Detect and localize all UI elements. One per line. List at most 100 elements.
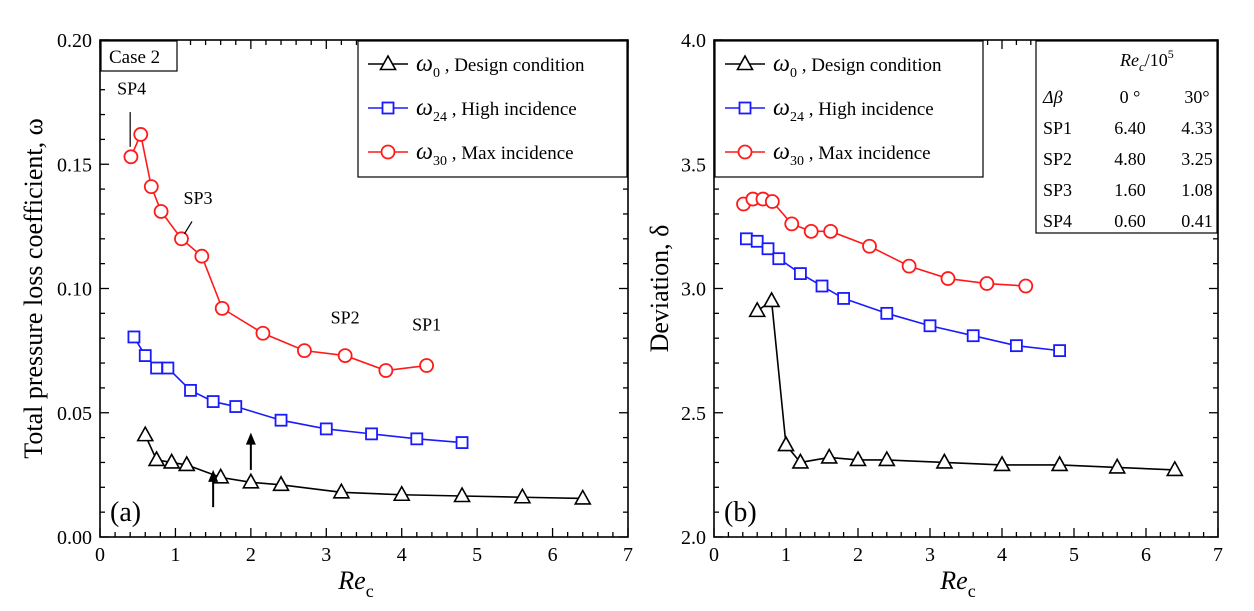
- circle-marker: [419, 358, 435, 373]
- sp-annotation: SP1: [412, 315, 441, 335]
- circle-marker: [378, 363, 394, 378]
- x-axis-title: Rec: [939, 566, 975, 601]
- square-marker: [127, 330, 141, 344]
- table-column-header: 0 °: [1120, 87, 1141, 107]
- triangle-marker: [453, 486, 471, 503]
- series-30: [736, 191, 1034, 294]
- series-24: [127, 330, 469, 449]
- square-marker: [229, 400, 243, 413]
- x-tick-label: 4: [997, 544, 1007, 566]
- triangle-marker: [573, 488, 592, 505]
- circle-marker: [1018, 278, 1034, 294]
- circle-marker: [143, 179, 159, 195]
- square-marker: [410, 432, 424, 446]
- square-marker: [794, 267, 807, 280]
- square-marker: [880, 306, 894, 320]
- series-line: [144, 434, 583, 500]
- square-marker: [206, 395, 220, 408]
- arrow-head: [208, 469, 219, 482]
- circle-marker: [153, 204, 169, 219]
- case-label-box: [100, 40, 178, 72]
- y-tick-label: 3.5: [681, 154, 706, 176]
- circle-marker: [337, 348, 353, 363]
- triangle-marker: [241, 472, 260, 489]
- triangle-marker: [993, 455, 1011, 472]
- square-marker: [1053, 344, 1066, 358]
- triangle-marker: [177, 455, 196, 472]
- square-marker: [837, 292, 850, 305]
- panel-b: 0 1 2 3 4 5 6 7 2.0 2.5 3.0 3.5 4.0 Rec Deviation, δ (b…: [645, 30, 1223, 601]
- table-row-label: SP3: [1043, 180, 1072, 200]
- x-tick-label: 5: [1069, 544, 1079, 566]
- table-cell: 1.60: [1114, 180, 1146, 200]
- triangle-marker: [736, 54, 754, 71]
- x-tick-label: 0: [95, 544, 105, 566]
- triangle-marker: [791, 452, 810, 469]
- square-marker: [772, 252, 786, 266]
- triangle-marker: [392, 485, 411, 502]
- table-row-label: SP2: [1043, 149, 1072, 169]
- triangle-marker: [332, 482, 351, 499]
- table-column-header: 30°: [1184, 87, 1209, 107]
- legend-entry: ω0 , Design condition: [416, 51, 585, 81]
- x-tick-label: 7: [1213, 544, 1223, 566]
- square-marker: [381, 101, 395, 115]
- series-line: [756, 299, 1175, 471]
- triangle-marker: [1050, 455, 1069, 472]
- square-marker: [738, 101, 752, 115]
- sp-annotation: SP3: [184, 188, 213, 208]
- x-tick-label: 1: [781, 544, 791, 566]
- y-tick-label: 0.00: [57, 527, 92, 549]
- triangle-marker: [877, 450, 896, 467]
- triangle-marker: [162, 452, 181, 469]
- square-marker: [138, 349, 152, 362]
- circle-marker: [823, 223, 839, 239]
- square-marker: [150, 361, 163, 375]
- x-tick-label: 3: [321, 544, 331, 566]
- x-tick-label: 7: [623, 544, 633, 566]
- triangle-marker: [820, 447, 839, 464]
- table-cell: 4.80: [1114, 149, 1146, 169]
- x-tick-label: 0: [709, 544, 719, 566]
- square-marker: [750, 234, 764, 248]
- table-cell: 3.25: [1181, 149, 1213, 169]
- table-row-header: Δβ: [1042, 87, 1063, 107]
- sp-annotation: SP4: [117, 79, 146, 99]
- x-tick-label: 4: [397, 544, 407, 566]
- triangle-marker: [379, 54, 397, 71]
- arrow-head: [245, 432, 256, 445]
- legend-entry: ω30 , Max incidence: [416, 139, 574, 169]
- series-0: [748, 291, 1184, 477]
- square-marker: [740, 232, 753, 246]
- table-cell: 4.33: [1181, 118, 1213, 138]
- x-axis-title: Rec: [337, 566, 373, 601]
- triangle-marker: [136, 425, 155, 442]
- legend-entry: ω24 , High incidence: [416, 95, 577, 125]
- series-0: [136, 425, 592, 505]
- panel-label: (b): [724, 497, 757, 528]
- x-tick-label: 3: [925, 544, 935, 566]
- table-row-label: SP4: [1043, 211, 1072, 231]
- annotation-leader: [183, 221, 193, 235]
- triangle-marker: [272, 475, 290, 492]
- square-marker: [455, 436, 469, 449]
- triangle-marker: [513, 487, 532, 504]
- square-marker: [274, 413, 288, 427]
- x-tick-label: 6: [548, 544, 558, 566]
- x-tick-label: 2: [246, 544, 256, 566]
- x-tick-label: 5: [472, 544, 482, 566]
- circle-marker: [979, 276, 995, 291]
- y-tick-label: 0.05: [57, 403, 92, 425]
- circle-marker: [940, 271, 956, 286]
- y-tick-label: 0.10: [57, 279, 92, 301]
- legend-entry: ω30 , Max incidence: [773, 139, 931, 169]
- square-marker: [1010, 339, 1023, 353]
- y-tick-label: 3.0: [681, 279, 706, 301]
- circle-marker: [123, 149, 139, 165]
- y-tick-label: 0.20: [57, 30, 92, 52]
- y-tick-label: 2.5: [681, 403, 706, 425]
- square-marker: [815, 279, 829, 293]
- triangle-marker: [1165, 460, 1184, 477]
- square-marker: [184, 383, 197, 397]
